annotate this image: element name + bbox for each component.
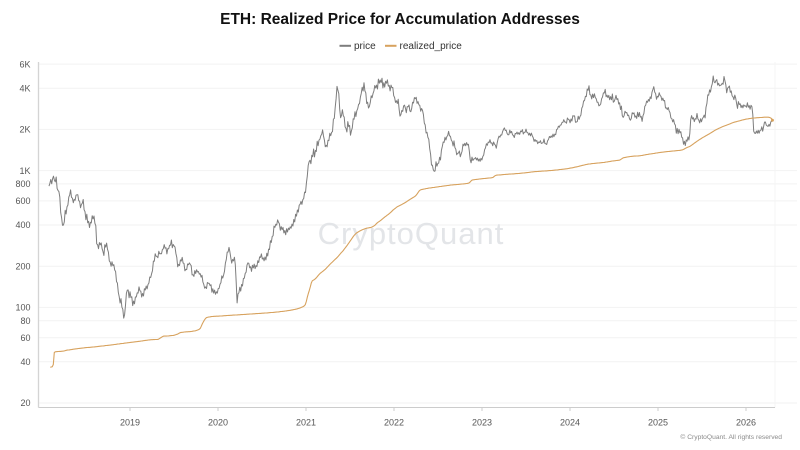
- svg-text:80: 80: [20, 316, 30, 326]
- svg-text:2021: 2021: [296, 418, 316, 428]
- svg-text:ETH: Realized Price for Accumu: ETH: Realized Price for Accumulation Add…: [220, 11, 580, 28]
- svg-text:realized_price: realized_price: [400, 41, 463, 52]
- svg-text:price: price: [354, 41, 376, 52]
- svg-text:60: 60: [20, 333, 30, 343]
- svg-text:6K: 6K: [19, 59, 30, 69]
- svg-text:4K: 4K: [19, 83, 30, 93]
- svg-text:2022: 2022: [384, 418, 404, 428]
- svg-text:2019: 2019: [120, 418, 140, 428]
- svg-text:2023: 2023: [472, 418, 492, 428]
- svg-text:2K: 2K: [19, 125, 30, 135]
- svg-text:200: 200: [15, 261, 30, 271]
- svg-text:2024: 2024: [560, 418, 580, 428]
- svg-text:© CryptoQuant. All rights rese: © CryptoQuant. All rights reserved: [680, 433, 782, 441]
- svg-text:400: 400: [15, 220, 30, 230]
- svg-text:100: 100: [15, 303, 30, 313]
- svg-text:2020: 2020: [208, 418, 228, 428]
- svg-text:CryptoQuant: CryptoQuant: [318, 216, 505, 251]
- svg-text:800: 800: [15, 179, 30, 189]
- svg-text:20: 20: [20, 398, 30, 408]
- svg-text:600: 600: [15, 196, 30, 206]
- svg-text:2026: 2026: [736, 418, 756, 428]
- svg-text:1K: 1K: [19, 166, 30, 176]
- svg-text:40: 40: [20, 357, 30, 367]
- svg-text:2025: 2025: [648, 418, 668, 428]
